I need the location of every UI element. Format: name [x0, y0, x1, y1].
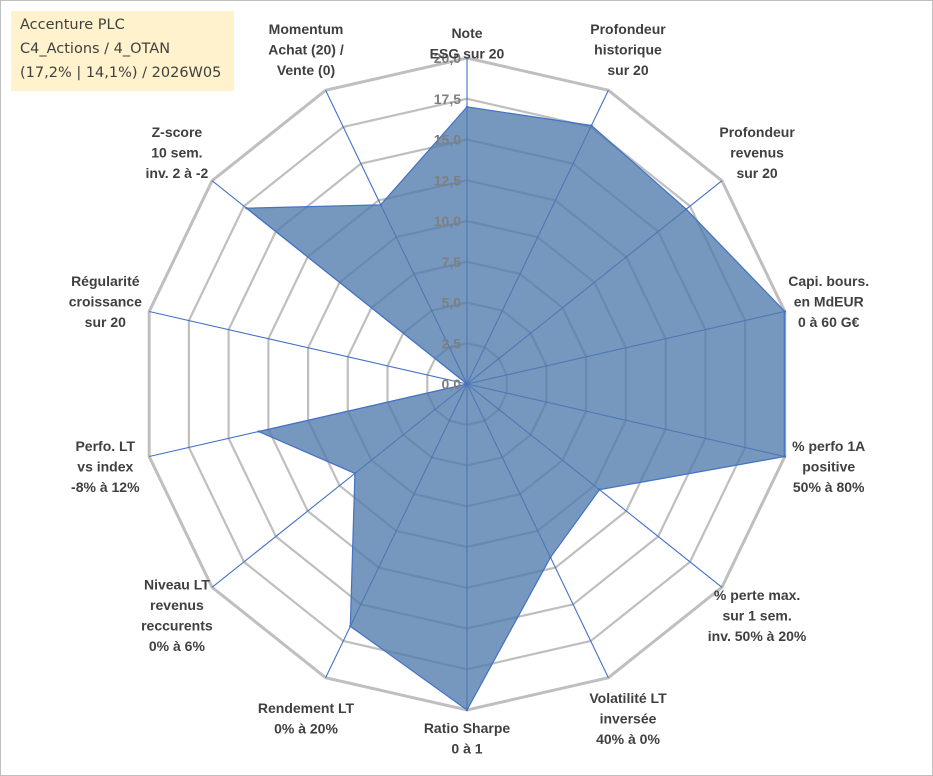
axis-label-0: Note ESG sur 20: [430, 25, 505, 62]
axis-label-4-line-2: 50% à 80%: [793, 479, 865, 495]
axis-label-12-line-1: 10 sem.: [151, 145, 202, 161]
series-area-0: [244, 106, 786, 711]
axis-label-3-line-0: Capi. bours.: [788, 273, 869, 289]
axis-label-10: Perfo. LT vs index -8% à 12%: [71, 438, 140, 495]
axis-label-11-line-0: Régularité: [71, 273, 140, 289]
axis-label-1-line-1: historique: [594, 42, 662, 58]
axis-label-1: Profondeur historique sur 20: [590, 21, 666, 78]
axis-label-6: Volatilité LT inversée 40% à 0%: [589, 690, 667, 747]
axis-label-6-line-0: Volatilité LT: [589, 690, 667, 706]
tick-label-0: 0,0: [442, 376, 462, 392]
axis-label-13-line-2: Vente (0): [277, 62, 335, 78]
axis-label-7: Ratio Sharpe 0 à 1: [424, 720, 511, 757]
axis-label-9: Niveau LT revenus reccurents 0% à 6%: [141, 577, 213, 655]
axis-label-5-line-2: inv. 50% à 20%: [708, 628, 807, 644]
chart-title-box: Accenture PLC C4_Actions / 4_OTAN (17,2%…: [11, 11, 234, 91]
axis-label-2-line-0: Profondeur: [719, 124, 795, 140]
radar-series: [244, 105, 786, 712]
data-point-8: [349, 625, 352, 628]
tick-label-6: 15,0: [434, 132, 461, 148]
axis-label-4-line-0: % perfo 1A: [792, 438, 865, 454]
axis-label-2: Profondeur revenus sur 20: [719, 124, 795, 181]
axis-label-3-line-1: en MdEUR: [794, 293, 864, 309]
axis-label-12-line-2: inv. 2 à -2: [146, 165, 209, 181]
radar-axis-labels: Note ESG sur 20 Profondeur historique sur 20…: [69, 21, 869, 756]
axis-label-9-line-1: revenus: [150, 597, 204, 613]
axis-label-4-line-1: positive: [802, 459, 855, 475]
data-point-11: [465, 382, 469, 386]
axis-label-1-line-0: Profondeur: [590, 21, 666, 37]
data-point-13: [379, 203, 382, 206]
axis-label-3-line-2: 0 à 60 G€: [798, 314, 860, 330]
tick-label-2: 5,0: [442, 295, 462, 311]
axis-label-11: Régularité croissance sur 20: [69, 273, 142, 330]
axis-label-6-line-1: inversée: [600, 710, 657, 726]
axis-label-0-line-0: Note: [451, 25, 482, 41]
axis-label-5-line-0: % perte max.: [714, 587, 800, 603]
axis-label-3: Capi. bours. en MdEUR 0 à 60 G€: [788, 273, 869, 330]
tick-label-8: 20,0: [434, 50, 461, 66]
axis-label-9-line-0: Niveau LT: [144, 577, 210, 593]
axis-label-7-line-0: Ratio Sharpe: [424, 720, 511, 736]
data-point-12: [245, 207, 248, 210]
axis-label-2-line-2: sur 20: [736, 165, 777, 181]
data-point-5: [598, 488, 601, 491]
axis-label-8: Rendement LT 0% à 20%: [258, 700, 355, 737]
tick-label-7: 17,5: [434, 91, 461, 107]
data-point-4: [783, 455, 786, 458]
chart-title: Accenture PLC: [20, 17, 125, 33]
axis-label-6-line-2: 40% à 0%: [596, 731, 660, 747]
axis-label-10-line-1: vs index: [77, 459, 133, 475]
data-point-2: [685, 208, 688, 211]
axis-label-5: % perte max. sur 1 sem. inv. 50% à 20%: [708, 587, 807, 644]
axis-label-9-line-3: 0% à 6%: [149, 638, 206, 654]
axis-label-11-line-1: croissance: [69, 293, 142, 309]
axis-label-13: Momentum Achat (20) / Vente (0): [268, 21, 344, 78]
axis-label-0-line-1: ESG sur 20: [430, 45, 505, 61]
data-point-3: [783, 310, 786, 313]
chart-subtitle-line-1: C4_Actions / 4_OTAN: [20, 41, 171, 57]
axis-label-4: % perfo 1A positive 50% à 80%: [792, 438, 865, 495]
axis-label-5-line-1: sur 1 sem.: [722, 607, 791, 623]
axis-label-11-line-2: sur 20: [85, 314, 126, 330]
axis-label-8-line-0: Rendement LT: [258, 700, 355, 716]
data-point-1: [590, 124, 593, 127]
axis-label-8-line-1: 0% à 20%: [274, 721, 338, 737]
axis-label-12: Z-score 10 sem. inv. 2 à -2: [146, 124, 209, 181]
tick-label-3: 7,5: [442, 254, 462, 270]
radar-tick-labels: 0,0 2,5 5,0 7,5 10,0 12,5 15,0 17,5 20,0: [434, 50, 461, 392]
axis-label-12-line-0: Z-score: [152, 124, 203, 140]
data-point-6: [549, 556, 552, 559]
tick-label-1: 2,5: [442, 335, 462, 351]
axis-label-7-line-1: 0 à 1: [451, 740, 482, 756]
tick-label-4: 10,0: [434, 213, 461, 229]
data-point-10: [257, 430, 260, 433]
axis-label-1-line-2: sur 20: [607, 62, 648, 78]
data-point-0: [465, 105, 469, 109]
radial-axis-11: [149, 310, 468, 385]
axis-label-10-line-2: -8% à 12%: [71, 479, 140, 495]
axis-label-9-line-2: reccurents: [141, 618, 213, 634]
axis-label-2-line-1: revenus: [730, 145, 784, 161]
data-point-9: [353, 472, 357, 475]
axis-label-13-line-1: Achat (20) /: [268, 42, 344, 58]
tick-label-5: 12,5: [434, 172, 461, 188]
axis-label-10-line-0: Perfo. LT: [75, 438, 135, 454]
chart-subtitle-line-2: (17,2% | 14,1%) / 2026W05: [20, 65, 222, 81]
data-point-7: [465, 708, 469, 712]
axis-label-13-line-0: Momentum: [269, 21, 344, 37]
